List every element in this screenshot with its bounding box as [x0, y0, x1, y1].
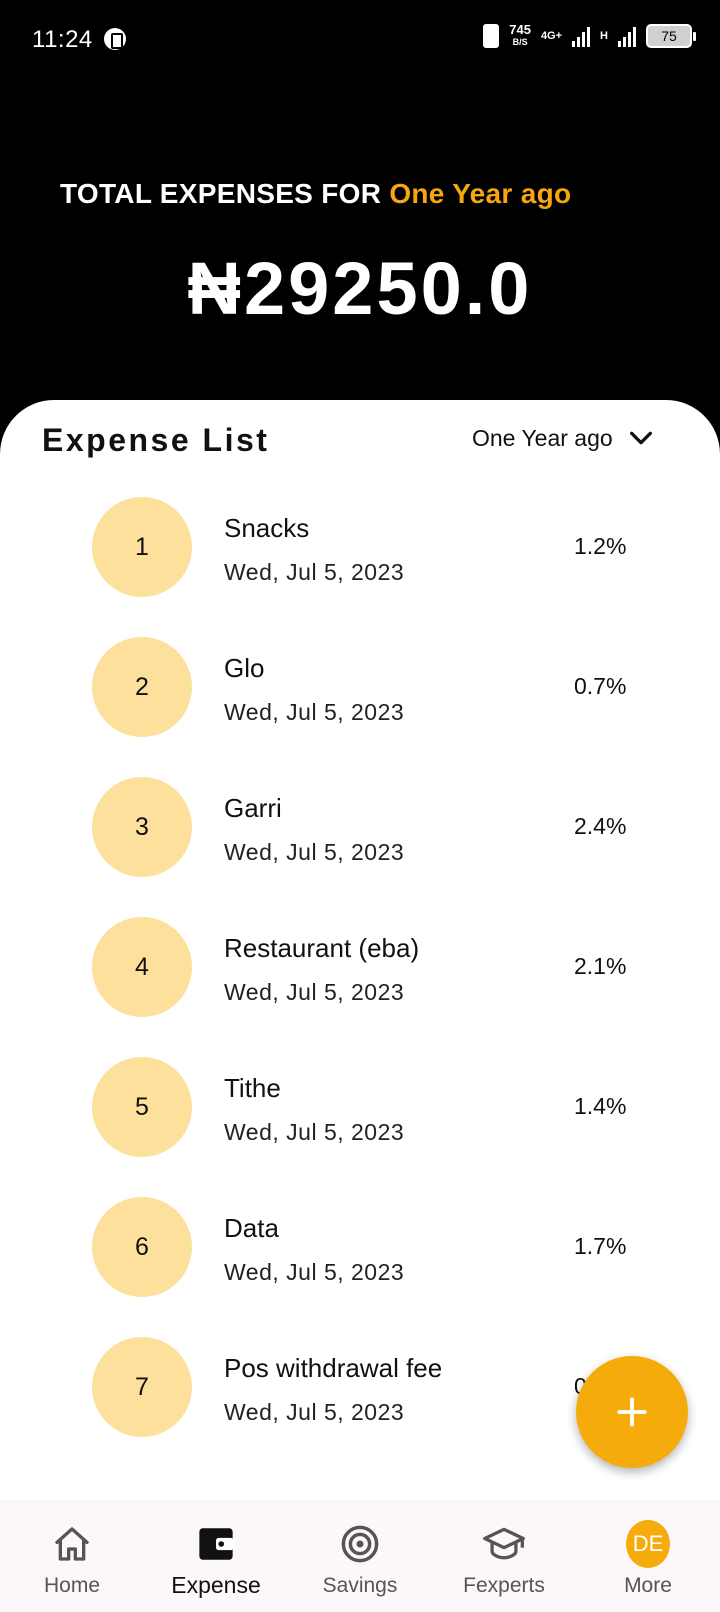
item-percent: 2.4%: [574, 813, 627, 839]
period-dropdown-value: One Year ago: [472, 424, 613, 451]
network-speed-unit: B/S: [512, 37, 528, 47]
list-item[interactable]: 6 Data Wed, Jul 5, 2023 1.7%: [0, 1197, 720, 1341]
header-title-prefix: TOTAL EXPENSES FOR: [60, 178, 390, 209]
status-time: 11:24: [32, 26, 93, 53]
item-date: Wed, Jul 5, 2023: [224, 1259, 405, 1285]
nav-label-home: Home: [43, 1574, 101, 1597]
network-type-2: H: [600, 29, 608, 42]
item-date: Wed, Jul 5, 2023: [224, 839, 405, 865]
graduation-cap-icon: [482, 1522, 526, 1566]
item-date: Wed, Jul 5, 2023: [224, 1119, 405, 1145]
nav-item-home[interactable]: Home: [0, 1500, 144, 1612]
nav-item-expense[interactable]: Expense: [144, 1500, 288, 1612]
item-date: Wed, Jul 5, 2023: [224, 699, 405, 725]
item-date: Wed, Jul 5, 2023: [224, 559, 405, 585]
wallet-icon: [194, 1522, 238, 1566]
network-speed: 745 B/S: [509, 22, 531, 48]
item-name: Glo: [224, 653, 265, 683]
item-percent: 0.7%: [574, 673, 627, 699]
nav-label-more: More: [624, 1574, 672, 1597]
list-item[interactable]: 4 Restaurant (eba) Wed, Jul 5, 2023 2.1%: [0, 917, 720, 1061]
nav-label-fexperts: Fexperts: [463, 1574, 545, 1597]
item-index-badge: 2: [92, 637, 192, 737]
header-title-period: One Year ago: [389, 178, 572, 209]
item-name: Pos withdrawal fee: [224, 1353, 443, 1383]
item-name: Garri: [224, 793, 282, 823]
item-date: Wed, Jul 5, 2023: [224, 1399, 405, 1425]
total-amount: ₦29250.0: [187, 247, 533, 330]
bottom-nav: Home Expense Savings Fexperts DE More: [0, 1500, 720, 1612]
nav-label-savings: Savings: [322, 1574, 398, 1597]
chevron-down-icon: [629, 431, 652, 445]
item-index-badge: 1: [92, 497, 192, 597]
add-expense-button[interactable]: [576, 1356, 688, 1468]
battery-icon: 75: [646, 24, 696, 48]
avatar-container: DE: [626, 1520, 670, 1568]
network-speed-value: 745: [509, 22, 531, 37]
vibrate-icon: [483, 24, 500, 48]
nav-item-savings[interactable]: Savings: [288, 1500, 432, 1612]
list-item[interactable]: 1 Snacks Wed, Jul 5, 2023 1.2%: [0, 497, 720, 641]
item-name: Snacks: [224, 513, 310, 543]
nav-label-expense: Expense: [171, 1572, 261, 1598]
network-type: 4G+: [540, 29, 563, 42]
item-name: Tithe: [224, 1073, 281, 1103]
plus-icon: [617, 1397, 647, 1427]
list-item[interactable]: 2 Glo Wed, Jul 5, 2023 0.7%: [0, 637, 720, 781]
item-index-badge: 5: [92, 1057, 192, 1157]
header-title: TOTAL EXPENSES FOR One Year ago: [60, 178, 571, 210]
nav-item-more[interactable]: DE More: [576, 1500, 720, 1612]
avatar: DE: [626, 1520, 670, 1568]
item-index-badge: 3: [92, 777, 192, 877]
item-percent: 1.7%: [574, 1233, 627, 1259]
item-name: Restaurant (eba): [224, 933, 420, 963]
period-dropdown[interactable]: One Year ago: [472, 424, 655, 452]
item-index-badge: 6: [92, 1197, 192, 1297]
expense-list-title: Expense List: [42, 422, 270, 458]
list-item[interactable]: 7 Pos withdrawal fee Wed, Jul 5, 2023 0: [0, 1337, 720, 1481]
nav-item-fexperts[interactable]: Fexperts: [432, 1500, 576, 1612]
item-index-badge: 4: [92, 917, 192, 1017]
home-icon: [50, 1522, 94, 1566]
item-date: Wed, Jul 5, 2023: [224, 979, 405, 1005]
item-name: Data: [224, 1213, 279, 1243]
item-percent: 1.4%: [574, 1093, 627, 1119]
signal-icon-2: [618, 25, 636, 47]
item-percent: 2.1%: [574, 953, 627, 979]
item-index-badge: 7: [92, 1337, 192, 1437]
vpn-lock-icon: [104, 28, 126, 50]
status-icons: 745 B/S 4G+ H 75: [483, 22, 696, 48]
signal-icon: [572, 25, 591, 47]
status-bar: 11:24 745 B/S 4G+ H 75: [0, 0, 720, 80]
target-icon: [338, 1522, 382, 1566]
expense-sheet: Expense List One Year ago 1 Snacks Wed, …: [0, 400, 720, 1612]
list-item[interactable]: 3 Garri Wed, Jul 5, 2023 2.4%: [0, 777, 720, 921]
item-percent: 1.2%: [574, 533, 627, 559]
list-item[interactable]: 5 Tithe Wed, Jul 5, 2023 1.4%: [0, 1057, 720, 1201]
